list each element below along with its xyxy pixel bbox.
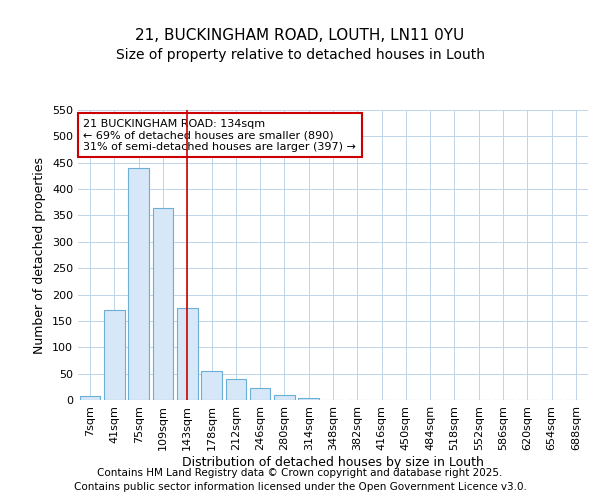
Bar — [201, 371, 222, 400]
Text: 21, BUCKINGHAM ROAD, LOUTH, LN11 0YU: 21, BUCKINGHAM ROAD, LOUTH, LN11 0YU — [136, 28, 464, 42]
Text: Contains public sector information licensed under the Open Government Licence v3: Contains public sector information licen… — [74, 482, 526, 492]
Y-axis label: Number of detached properties: Number of detached properties — [34, 156, 46, 354]
Bar — [177, 308, 197, 400]
X-axis label: Distribution of detached houses by size in Louth: Distribution of detached houses by size … — [182, 456, 484, 468]
Bar — [152, 208, 173, 400]
Text: 21 BUCKINGHAM ROAD: 134sqm
← 69% of detached houses are smaller (890)
31% of sem: 21 BUCKINGHAM ROAD: 134sqm ← 69% of deta… — [83, 118, 356, 152]
Bar — [80, 396, 100, 400]
Text: Size of property relative to detached houses in Louth: Size of property relative to detached ho… — [115, 48, 485, 62]
Bar — [250, 388, 271, 400]
Bar — [226, 379, 246, 400]
Text: Contains HM Land Registry data © Crown copyright and database right 2025.: Contains HM Land Registry data © Crown c… — [97, 468, 503, 477]
Bar — [298, 398, 319, 400]
Bar — [104, 310, 125, 400]
Bar — [128, 168, 149, 400]
Bar — [274, 394, 295, 400]
